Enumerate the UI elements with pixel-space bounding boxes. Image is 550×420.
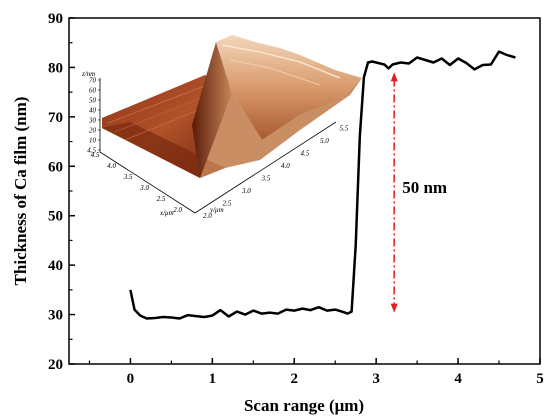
x-tick-label: 3 (372, 371, 380, 387)
inset-y-tick: 5.5 (340, 125, 349, 133)
x-tick-label: 0 (127, 371, 135, 387)
inset-y-tick: 2.0 (203, 212, 212, 220)
inset-z-tick: 4.5 (87, 147, 96, 155)
inset-y-label: y/μm (209, 206, 224, 214)
inset-x-tick: 2.0 (173, 206, 182, 214)
step-height-annotation: 50 nm (390, 72, 447, 313)
y-tick-label: 40 (48, 258, 63, 274)
inset-x-tick: 3.0 (139, 184, 149, 192)
inset-x-label: x/μm (159, 209, 174, 217)
y-tick-label: 70 (48, 110, 63, 126)
inset-x-tick: 2.5 (157, 195, 166, 203)
inset-x-tick: 3.5 (123, 173, 133, 181)
y-tick-label: 20 (48, 357, 63, 373)
x-axis-title: Scan range (μm) (244, 396, 364, 415)
inset-z-tick: 40 (89, 107, 97, 115)
x-tick-label: 1 (209, 371, 217, 387)
inset-y-tick: 5.0 (320, 137, 329, 145)
inset-y-tick: 3.5 (261, 175, 271, 183)
inset-y-tick: 4.0 (281, 162, 290, 170)
x-tick-label: 5 (536, 371, 544, 387)
x-axis-ticks: 0 1 2 3 4 5 (88, 358, 544, 387)
series-line-thickness (129, 50, 516, 320)
inset-z-tick: 10 (89, 137, 97, 145)
inset-y-tick: 3.0 (241, 187, 251, 195)
annotation-arrow-head-bottom (390, 303, 398, 313)
y-tick-label: 80 (48, 60, 63, 76)
inset-z-tick: 20 (89, 127, 97, 135)
x-tick-label: 4 (454, 371, 462, 387)
inset-z-label: z/nm (81, 70, 95, 78)
annotation-arrow-head-top (390, 72, 398, 82)
y-axis-title: Thickness of Ca film (nm) (11, 97, 30, 286)
inset-z-tick: 60 (89, 87, 97, 95)
inset-z-tick: 50 (89, 97, 97, 105)
inset-z-tick: 70 (89, 77, 97, 85)
y-tick-label: 60 (48, 159, 63, 175)
inset-x-tick: 4.5 (91, 151, 100, 159)
inset-y-tick: 2.5 (223, 200, 232, 208)
y-axis-ticks: 20 30 40 50 60 70 80 90 (48, 11, 75, 373)
inset-z-tick: 30 (88, 117, 97, 125)
x-tick-label: 2 (291, 371, 299, 387)
afm-inset-image: 4.5 10 20 30 40 50 60 70 2.0 2.5 3.0 3.5 4.0 4.5 2.0… (81, 35, 362, 220)
y-tick-label: 30 (48, 308, 63, 324)
inset-y-tick: 4.5 (301, 150, 310, 158)
annotation-label: 50 nm (402, 178, 447, 197)
y-tick-label: 50 (48, 209, 63, 225)
y-tick-label: 90 (48, 11, 63, 27)
inset-x-tick: 4.0 (107, 162, 116, 170)
